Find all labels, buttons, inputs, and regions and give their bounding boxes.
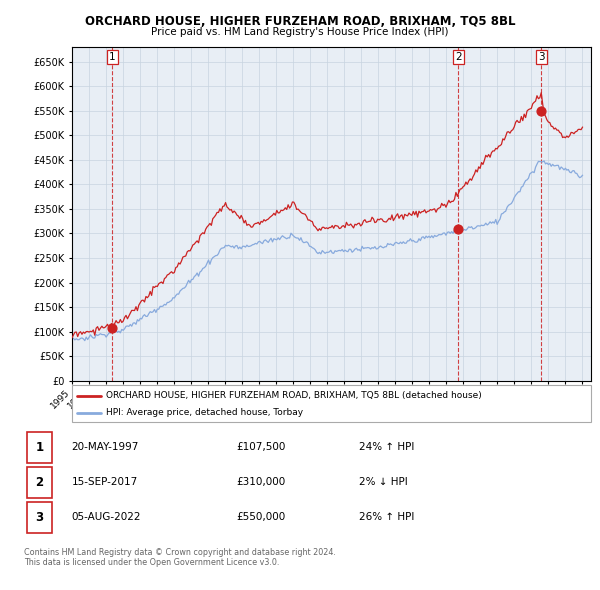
Text: £550,000: £550,000 — [236, 512, 285, 522]
Text: 1: 1 — [35, 441, 43, 454]
FancyBboxPatch shape — [27, 467, 52, 497]
Point — [107, 323, 117, 333]
Text: 05-AUG-2022: 05-AUG-2022 — [71, 512, 141, 522]
Text: ORCHARD HOUSE, HIGHER FURZEHAM ROAD, BRIXHAM, TQ5 8BL (detached house): ORCHARD HOUSE, HIGHER FURZEHAM ROAD, BRI… — [106, 391, 481, 400]
Text: 24% ↑ HPI: 24% ↑ HPI — [359, 442, 414, 453]
Text: 15-SEP-2017: 15-SEP-2017 — [71, 477, 137, 487]
Text: 20-MAY-1997: 20-MAY-1997 — [71, 442, 139, 453]
Text: 2: 2 — [455, 52, 462, 62]
Point — [536, 106, 546, 116]
Text: Price paid vs. HM Land Registry's House Price Index (HPI): Price paid vs. HM Land Registry's House … — [151, 27, 449, 37]
Text: 3: 3 — [538, 52, 545, 62]
Text: 2% ↓ HPI: 2% ↓ HPI — [359, 477, 407, 487]
Text: ORCHARD HOUSE, HIGHER FURZEHAM ROAD, BRIXHAM, TQ5 8BL: ORCHARD HOUSE, HIGHER FURZEHAM ROAD, BRI… — [85, 15, 515, 28]
Text: 26% ↑ HPI: 26% ↑ HPI — [359, 512, 414, 522]
FancyBboxPatch shape — [72, 385, 591, 422]
FancyBboxPatch shape — [27, 502, 52, 533]
Text: £107,500: £107,500 — [236, 442, 286, 453]
Text: 2: 2 — [35, 476, 43, 489]
Text: Contains HM Land Registry data © Crown copyright and database right 2024.
This d: Contains HM Land Registry data © Crown c… — [24, 548, 336, 567]
Text: 1: 1 — [109, 52, 116, 62]
Text: £310,000: £310,000 — [236, 477, 285, 487]
FancyBboxPatch shape — [27, 432, 52, 463]
Text: HPI: Average price, detached house, Torbay: HPI: Average price, detached house, Torb… — [106, 408, 303, 417]
Text: 3: 3 — [35, 511, 43, 524]
Point — [454, 224, 463, 233]
